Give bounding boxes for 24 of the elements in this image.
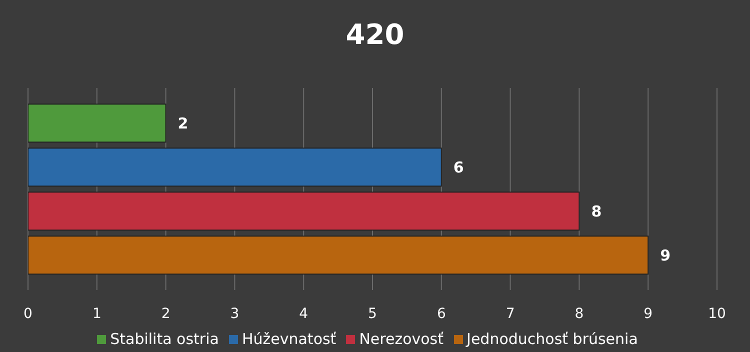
- legend-label: Húževnatosť: [242, 330, 336, 348]
- x-tick-label: 10: [708, 306, 726, 322]
- x-tick-label: 0: [24, 306, 32, 322]
- x-tick-label: 8: [574, 306, 584, 322]
- data-label: 9: [660, 246, 671, 264]
- bar: [28, 148, 442, 187]
- x-tick-label: 1: [92, 306, 102, 322]
- legend-label: Jednoduchosť brúsenia: [466, 330, 638, 348]
- bar: [28, 192, 580, 231]
- x-tick-label: 9: [644, 306, 653, 322]
- x-tick-label: 6: [436, 306, 446, 322]
- bar: [28, 104, 166, 143]
- data-label: 8: [591, 202, 602, 220]
- data-label: 6: [453, 158, 464, 176]
- legend-label: Stabilita ostria: [110, 330, 219, 348]
- x-tick-label: 7: [506, 306, 515, 322]
- bar: [28, 236, 649, 275]
- chart-title: 420: [344, 18, 406, 51]
- data-label: 2: [178, 114, 188, 132]
- legend-label: Nerezovosť: [359, 330, 444, 348]
- x-tick-label: 4: [299, 306, 308, 322]
- x-tick-label: 3: [230, 306, 240, 322]
- x-tick-label: 5: [368, 306, 377, 322]
- x-tick-label: 2: [161, 306, 170, 322]
